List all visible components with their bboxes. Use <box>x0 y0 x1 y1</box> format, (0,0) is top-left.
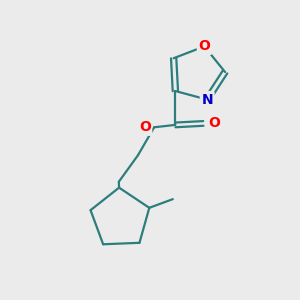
Text: O: O <box>198 39 210 53</box>
Text: O: O <box>139 120 151 134</box>
Text: N: N <box>201 93 213 106</box>
Text: O: O <box>208 116 220 130</box>
